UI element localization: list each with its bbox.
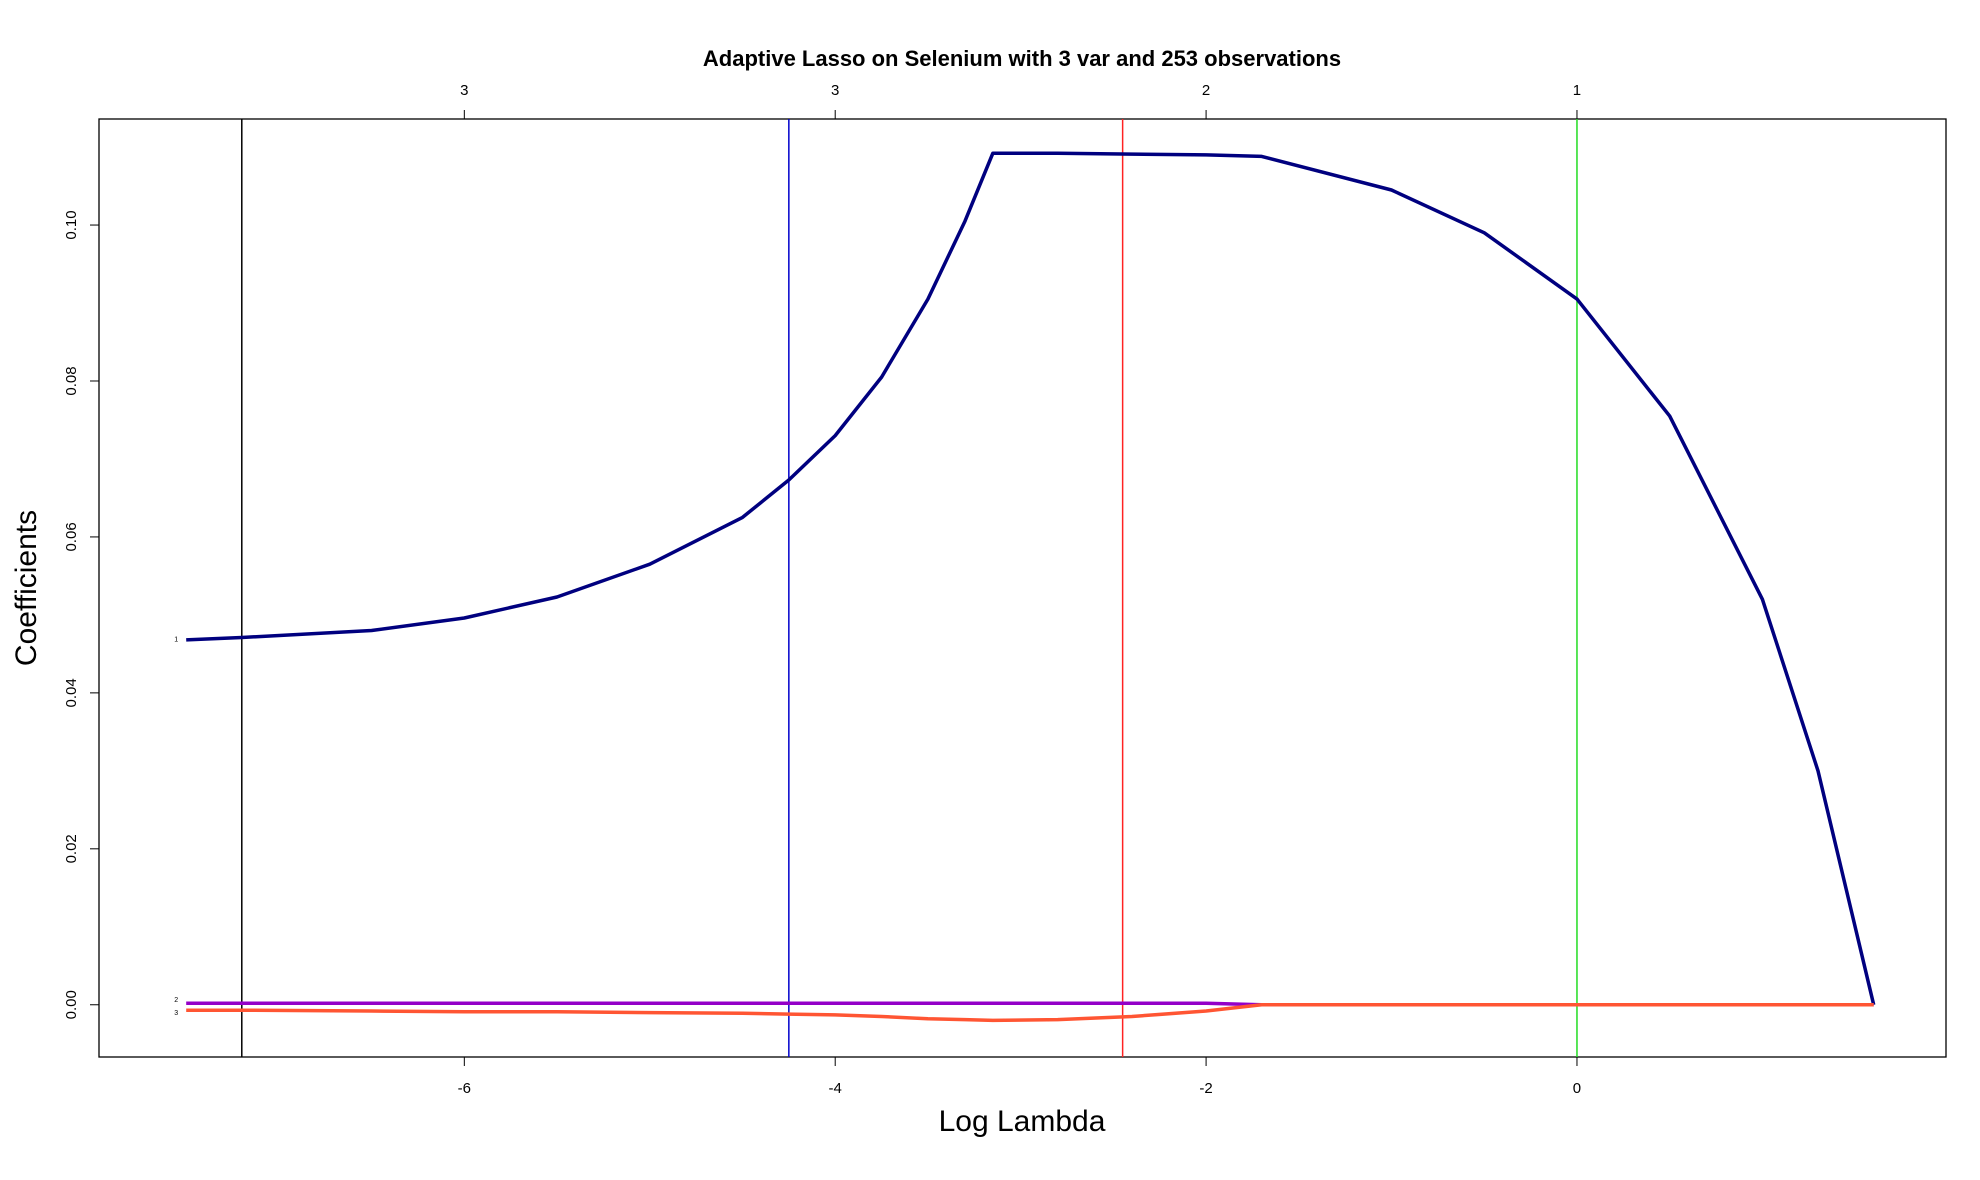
top-tick-label: 1 [1573,82,1581,99]
series-line [186,151,1876,1006]
y-tick-label: 0.06 [63,522,80,551]
top-tick-label: 3 [460,82,468,99]
plot-frame [98,118,1947,1058]
x-tick-label: 0 [1573,1080,1581,1097]
x-tick-label: -6 [458,1080,471,1097]
y-tick-label: 0.10 [63,210,80,239]
series-label: 1 [174,637,178,644]
series-label: 3 [174,1010,178,1017]
y-tick-label: 0.04 [63,678,80,707]
x-tick-label: -4 [829,1080,842,1097]
series-label: 2 [174,997,178,1004]
y-tick-label: 0.02 [63,834,80,863]
top-tick-label: 2 [1202,82,1210,99]
x-tick-label: -2 [1199,1080,1212,1097]
top-tick-label: 3 [831,82,839,99]
y-tick-label: 0.00 [63,990,80,1019]
chart-title: Adaptive Lasso on Selenium with 3 var an… [703,46,1341,71]
y-axis-label: Coefficients [10,510,43,666]
x-axis-label: Log Lambda [939,1105,1106,1138]
series-line [186,1003,1874,1023]
y-tick-label: 0.08 [63,366,80,395]
